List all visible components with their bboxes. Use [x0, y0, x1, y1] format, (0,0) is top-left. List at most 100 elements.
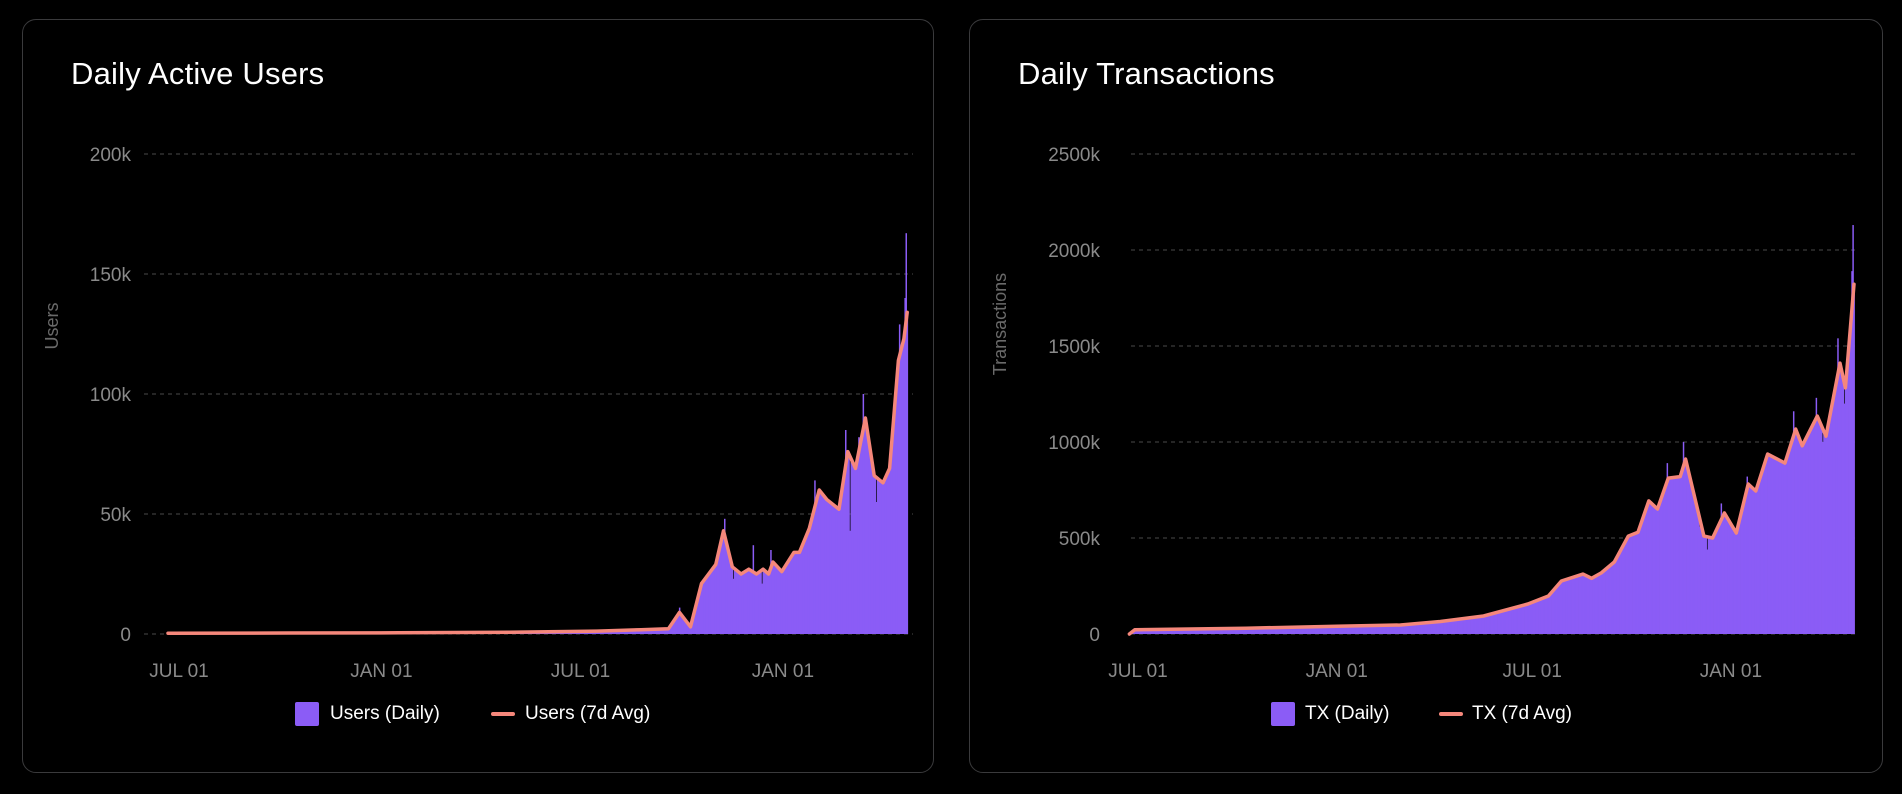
daily-bar — [1402, 624, 1404, 634]
legend-avg-label[interactable]: Users (7d Avg) — [525, 703, 651, 724]
daily-bar — [1549, 593, 1552, 634]
daily-bar — [1557, 584, 1559, 634]
daily-bar — [1535, 600, 1538, 634]
daily-bar — [691, 622, 693, 634]
daily-bar — [1639, 525, 1642, 634]
daily-bar — [1629, 535, 1632, 634]
daily-bar — [1276, 627, 1279, 634]
avg-line — [166, 310, 909, 636]
daily-bar — [1157, 629, 1160, 634]
daily-bar — [1585, 575, 1588, 634]
daily-bar — [1808, 433, 1810, 634]
legend-avg-label[interactable]: TX (7d Avg) — [1472, 703, 1572, 724]
daily-bar — [1289, 627, 1292, 634]
daily-bar — [1574, 576, 1577, 634]
daily-bar — [1500, 611, 1502, 634]
daily-bar — [1764, 460, 1767, 634]
daily-bar — [728, 553, 730, 634]
daily-bar — [1601, 572, 1604, 634]
daily-bar — [1693, 495, 1696, 634]
daily-bar — [1593, 577, 1595, 634]
daily-bar — [1692, 490, 1694, 634]
daily-bar — [1688, 472, 1690, 634]
daily-bar — [661, 628, 663, 634]
daily-bar — [1493, 613, 1496, 634]
daily-bar — [1210, 628, 1213, 634]
daily-bar — [812, 515, 814, 634]
daily-bar — [1155, 629, 1158, 634]
daily-bar — [1150, 629, 1152, 634]
daily-bar — [826, 499, 828, 634]
legend-avg-swatch[interactable] — [1439, 712, 1463, 716]
daily-bar — [1421, 623, 1423, 634]
legend-avg-swatch[interactable] — [491, 712, 515, 716]
daily-bar — [1161, 629, 1163, 634]
daily-bar — [1240, 628, 1242, 634]
daily-bar — [906, 312, 909, 634]
daily-bar — [1271, 627, 1273, 634]
daily-bar — [1785, 459, 1787, 634]
daily-bar — [1257, 627, 1259, 634]
daily-bar — [1680, 473, 1683, 634]
daily-bar — [1296, 627, 1298, 634]
daily-bar — [884, 478, 887, 634]
daily-bar — [839, 502, 841, 634]
daily-bar — [687, 623, 690, 634]
daily-bar — [663, 628, 665, 634]
daily-bar — [637, 629, 639, 634]
daily-bar — [1787, 452, 1790, 634]
daily-bar — [1206, 628, 1208, 634]
legend-daily-swatch[interactable] — [295, 702, 319, 726]
daily-bar — [1470, 617, 1472, 634]
daily-bar — [1225, 628, 1228, 634]
daily-bar — [1778, 460, 1781, 634]
daily-bar — [849, 530, 851, 634]
daily-bar — [1214, 628, 1216, 634]
daily-bar — [1368, 625, 1370, 634]
daily-bar — [790, 557, 792, 634]
avg-line — [1127, 282, 1856, 636]
daily-bar — [1578, 575, 1580, 634]
daily-bar — [626, 630, 628, 634]
daily-bar — [1719, 522, 1721, 634]
legend-daily-label[interactable]: Users (Daily) — [330, 703, 440, 724]
daily-bar — [655, 629, 658, 634]
daily-bar — [1262, 627, 1265, 634]
daily-bar — [1362, 625, 1364, 634]
daily-bar — [1235, 628, 1238, 634]
daily-bar — [1754, 489, 1756, 634]
daily-bar — [1532, 601, 1535, 634]
daily-bar — [1205, 628, 1207, 634]
daily-bar — [1495, 612, 1498, 634]
y-axis-title: Transactions — [990, 273, 1010, 375]
daily-bar — [1223, 628, 1226, 634]
daily-bar — [737, 571, 739, 634]
daily-bar — [856, 462, 858, 634]
daily-bar — [1686, 463, 1688, 634]
daily-bar — [1662, 493, 1664, 634]
daily-bar — [852, 463, 855, 634]
daily-bar — [1256, 628, 1258, 634]
daily-bar — [674, 618, 676, 634]
daily-bar — [1207, 628, 1210, 634]
daily-bar — [733, 568, 736, 634]
daily-bar — [1518, 606, 1521, 634]
daily-bar — [808, 528, 811, 634]
daily-bar — [867, 432, 869, 634]
legend-daily-label[interactable]: TX (Daily) — [1305, 703, 1390, 724]
chart-title: Daily Active Users — [71, 56, 325, 91]
daily-bar — [671, 623, 673, 634]
daily-bar — [1395, 625, 1397, 634]
daily-bar — [1720, 503, 1723, 634]
daily-bar — [741, 573, 744, 634]
daily-bar — [1338, 626, 1340, 634]
daily-bar — [1605, 569, 1607, 634]
daily-bar — [688, 625, 691, 634]
daily-bar — [1737, 524, 1740, 634]
daily-bar — [704, 579, 706, 634]
daily-bar — [1507, 609, 1510, 634]
daily-bar — [1763, 464, 1766, 634]
legend-daily-swatch[interactable] — [1271, 702, 1295, 726]
daily-bar — [771, 565, 773, 634]
y-tick-label: 50k — [100, 505, 131, 526]
